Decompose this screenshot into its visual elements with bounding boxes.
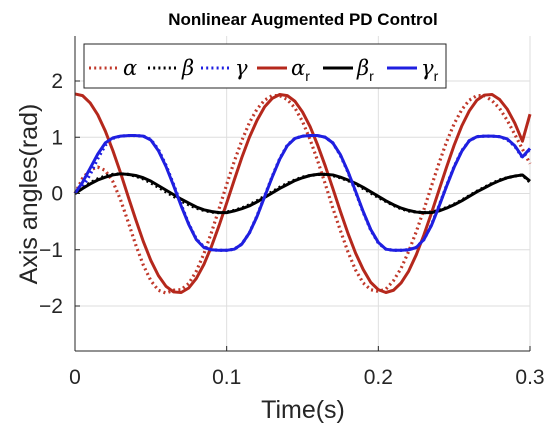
x-tick-label-0: 0 (69, 366, 81, 389)
plot-area: 0 0.1 0.2 0.3 −2 −1 0 1 2 (39, 36, 545, 389)
x-tick-label-1: 0.1 (212, 366, 241, 389)
series-line-3 (74, 92, 532, 294)
legend-box (83, 43, 447, 89)
legend: α β γ αr βr γr (83, 43, 447, 89)
series-line-5 (73, 134, 532, 252)
legend-label-1: β (181, 56, 194, 80)
y-tick-label-2: 0 (51, 183, 63, 206)
legend-label-0: α (123, 56, 137, 80)
x-axis-title: Time(s) (261, 396, 345, 424)
chart-title: Nonlinear Augmented PD Control (168, 10, 438, 29)
y-tick-label-3: 1 (51, 126, 63, 149)
y-tick-label-1: −1 (39, 239, 63, 262)
y-axis-title: Axis angles(rad) (15, 104, 43, 285)
y-tick-label-0: −2 (39, 295, 63, 318)
legend-label-2: γ (235, 56, 248, 80)
x-tick-label-3: 0.3 (515, 366, 544, 389)
series-line-4 (74, 172, 531, 215)
x-tick-label-2: 0.2 (364, 366, 393, 389)
y-tick-label-4: 2 (51, 70, 63, 93)
